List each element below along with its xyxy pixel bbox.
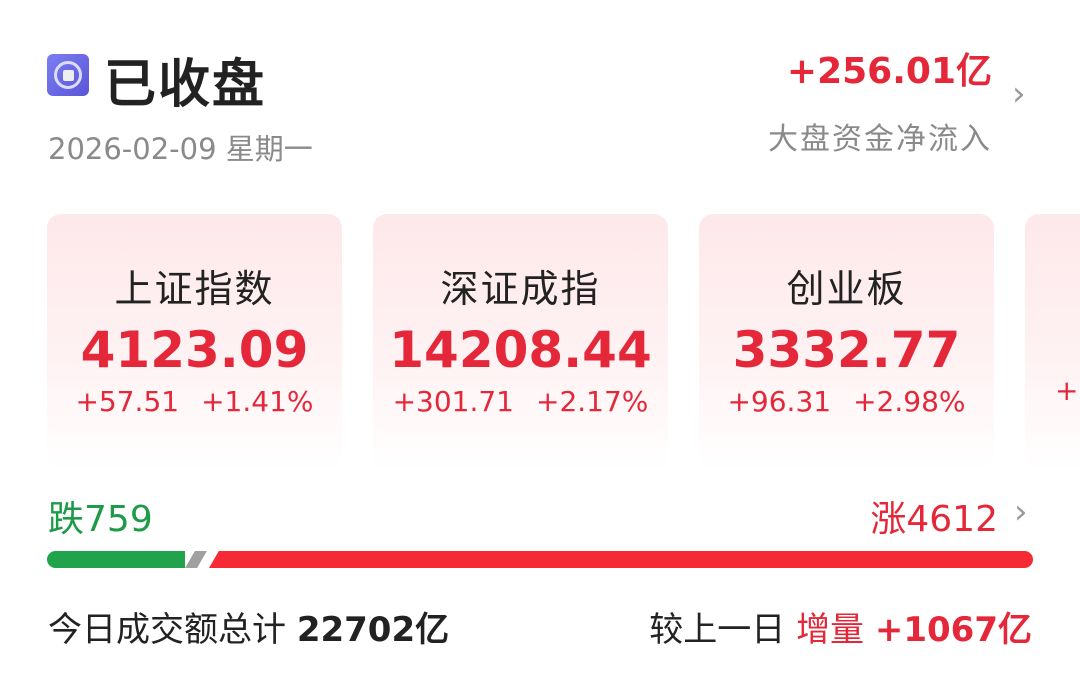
index-pct: +2.98%: [853, 385, 966, 418]
index-name: [1025, 258, 1080, 302]
index-change: +: [1055, 374, 1079, 407]
index-value: [1025, 310, 1080, 368]
down-value: 759: [84, 499, 153, 540]
turnover-value: 22702亿: [296, 610, 450, 650]
index-change: +301.71: [392, 385, 514, 418]
down-label: 跌: [48, 499, 85, 540]
index-value: 14208.44: [389, 321, 652, 379]
delta-label: 增量: [796, 610, 865, 650]
index-card-chinext[interactable]: 创业板 3332.77 +96.31 +2.98%: [699, 214, 994, 470]
market-closed-icon: [47, 54, 89, 96]
turnover-total: 今日成交额总计 22702亿: [48, 602, 449, 651]
index-card-shenzhen[interactable]: 深证成指 14208.44 +301.71 +2.17%: [373, 214, 668, 470]
index-name: 创业板: [786, 267, 907, 311]
compare-label: 较上一日: [649, 610, 786, 650]
index-name: 上证指数: [114, 267, 275, 311]
index-change: +96.31: [727, 385, 832, 418]
breadth-bar: [47, 551, 1033, 568]
index-change: +57.51: [75, 385, 180, 418]
trade-date: 2026-02-09 星期一: [48, 132, 313, 166]
delta-value: +1067亿: [874, 610, 1032, 650]
breadth-bar-flat: [185, 551, 207, 568]
turnover-compare: 较上一日 增量 +1067亿: [649, 602, 1032, 651]
chevron-right-icon[interactable]: ›: [1012, 74, 1026, 114]
index-value: 4123.09: [80, 321, 309, 379]
net-inflow-value[interactable]: +256.01亿: [786, 51, 992, 92]
index-value: 3332.77: [732, 321, 961, 379]
index-pct: +2.17%: [536, 385, 649, 418]
up-value: 4612: [906, 499, 998, 540]
up-label: 涨: [870, 499, 907, 540]
index-pct: +1.41%: [201, 385, 314, 418]
turnover-label: 今日成交额总计: [48, 610, 286, 650]
decliners-count[interactable]: 跌759: [48, 490, 153, 542]
advancers-count[interactable]: 涨4612: [870, 490, 998, 542]
index-name: 深证成指: [440, 267, 601, 311]
chevron-right-icon[interactable]: ›: [1014, 492, 1028, 532]
index-card-partial[interactable]: +: [1025, 214, 1080, 470]
net-inflow-label[interactable]: 大盘资金净流入: [768, 122, 992, 157]
market-status-title: 已收盘: [104, 55, 267, 115]
index-card-shanghai[interactable]: 上证指数 4123.09 +57.51 +1.41%: [47, 214, 342, 470]
breadth-bar-down: [47, 551, 185, 568]
breadth-bar-up: [209, 551, 1033, 568]
